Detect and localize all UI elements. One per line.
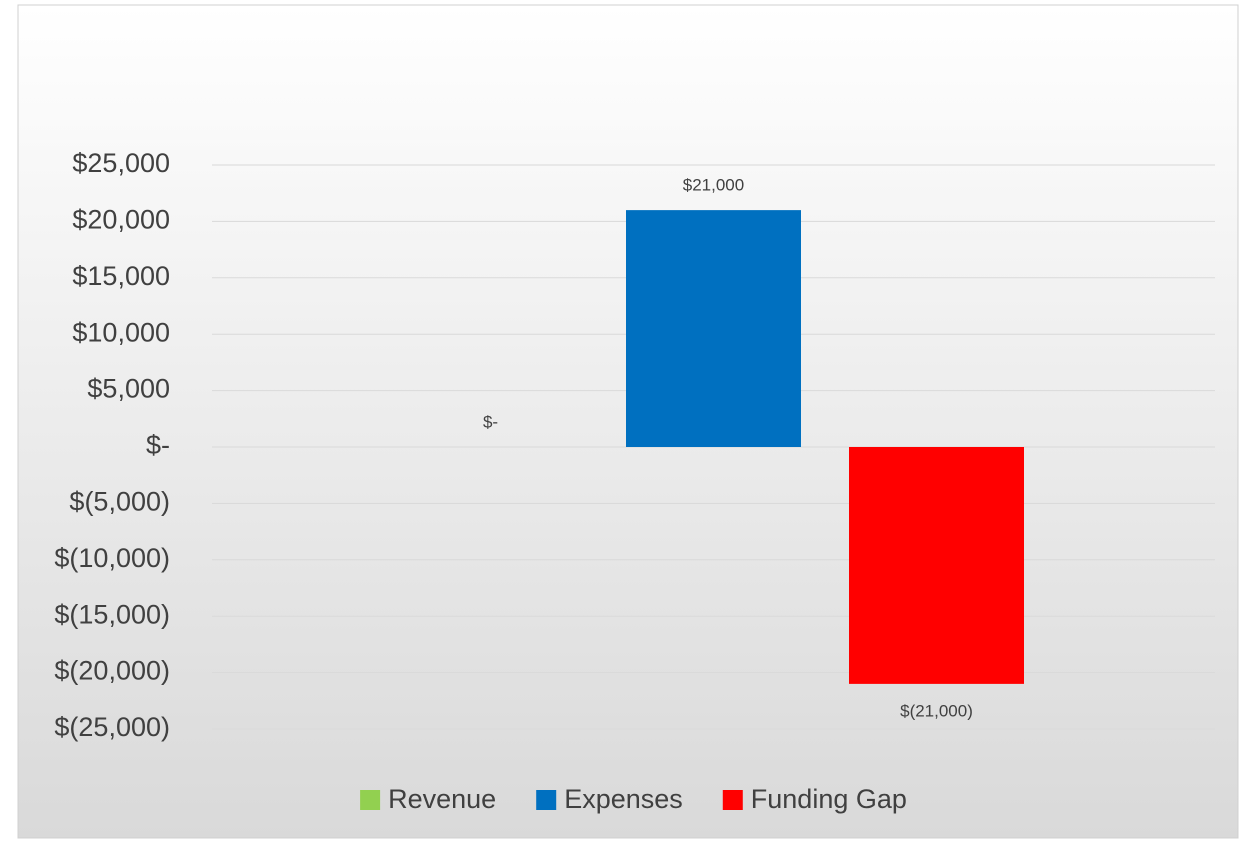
y-tick-label: $5,000	[87, 374, 170, 404]
legend-swatch	[360, 790, 381, 810]
y-tick-label: $15,000	[72, 261, 170, 291]
value-label: $-	[483, 412, 498, 431]
y-tick-label: $-	[146, 430, 170, 460]
legend-label: Expenses	[564, 784, 683, 814]
y-tick-label: $(10,000)	[54, 543, 170, 573]
bar	[849, 447, 1024, 684]
y-tick-label: $10,000	[72, 317, 170, 347]
legend-swatch	[722, 790, 743, 810]
legend-swatch	[536, 790, 557, 810]
legend-label: Funding Gap	[751, 784, 907, 814]
value-label: $21,000	[683, 176, 744, 195]
y-tick-label: $(20,000)	[54, 656, 170, 686]
y-tick-label: $(25,000)	[54, 712, 170, 742]
y-tick-label: $25,000	[72, 148, 170, 178]
y-tick-label: $20,000	[72, 205, 170, 235]
y-tick-label: $(5,000)	[69, 487, 170, 517]
y-tick-label: $(15,000)	[54, 599, 170, 629]
bar	[626, 210, 801, 447]
value-label: $(21,000)	[900, 701, 973, 720]
legend-label: Revenue	[388, 784, 496, 814]
